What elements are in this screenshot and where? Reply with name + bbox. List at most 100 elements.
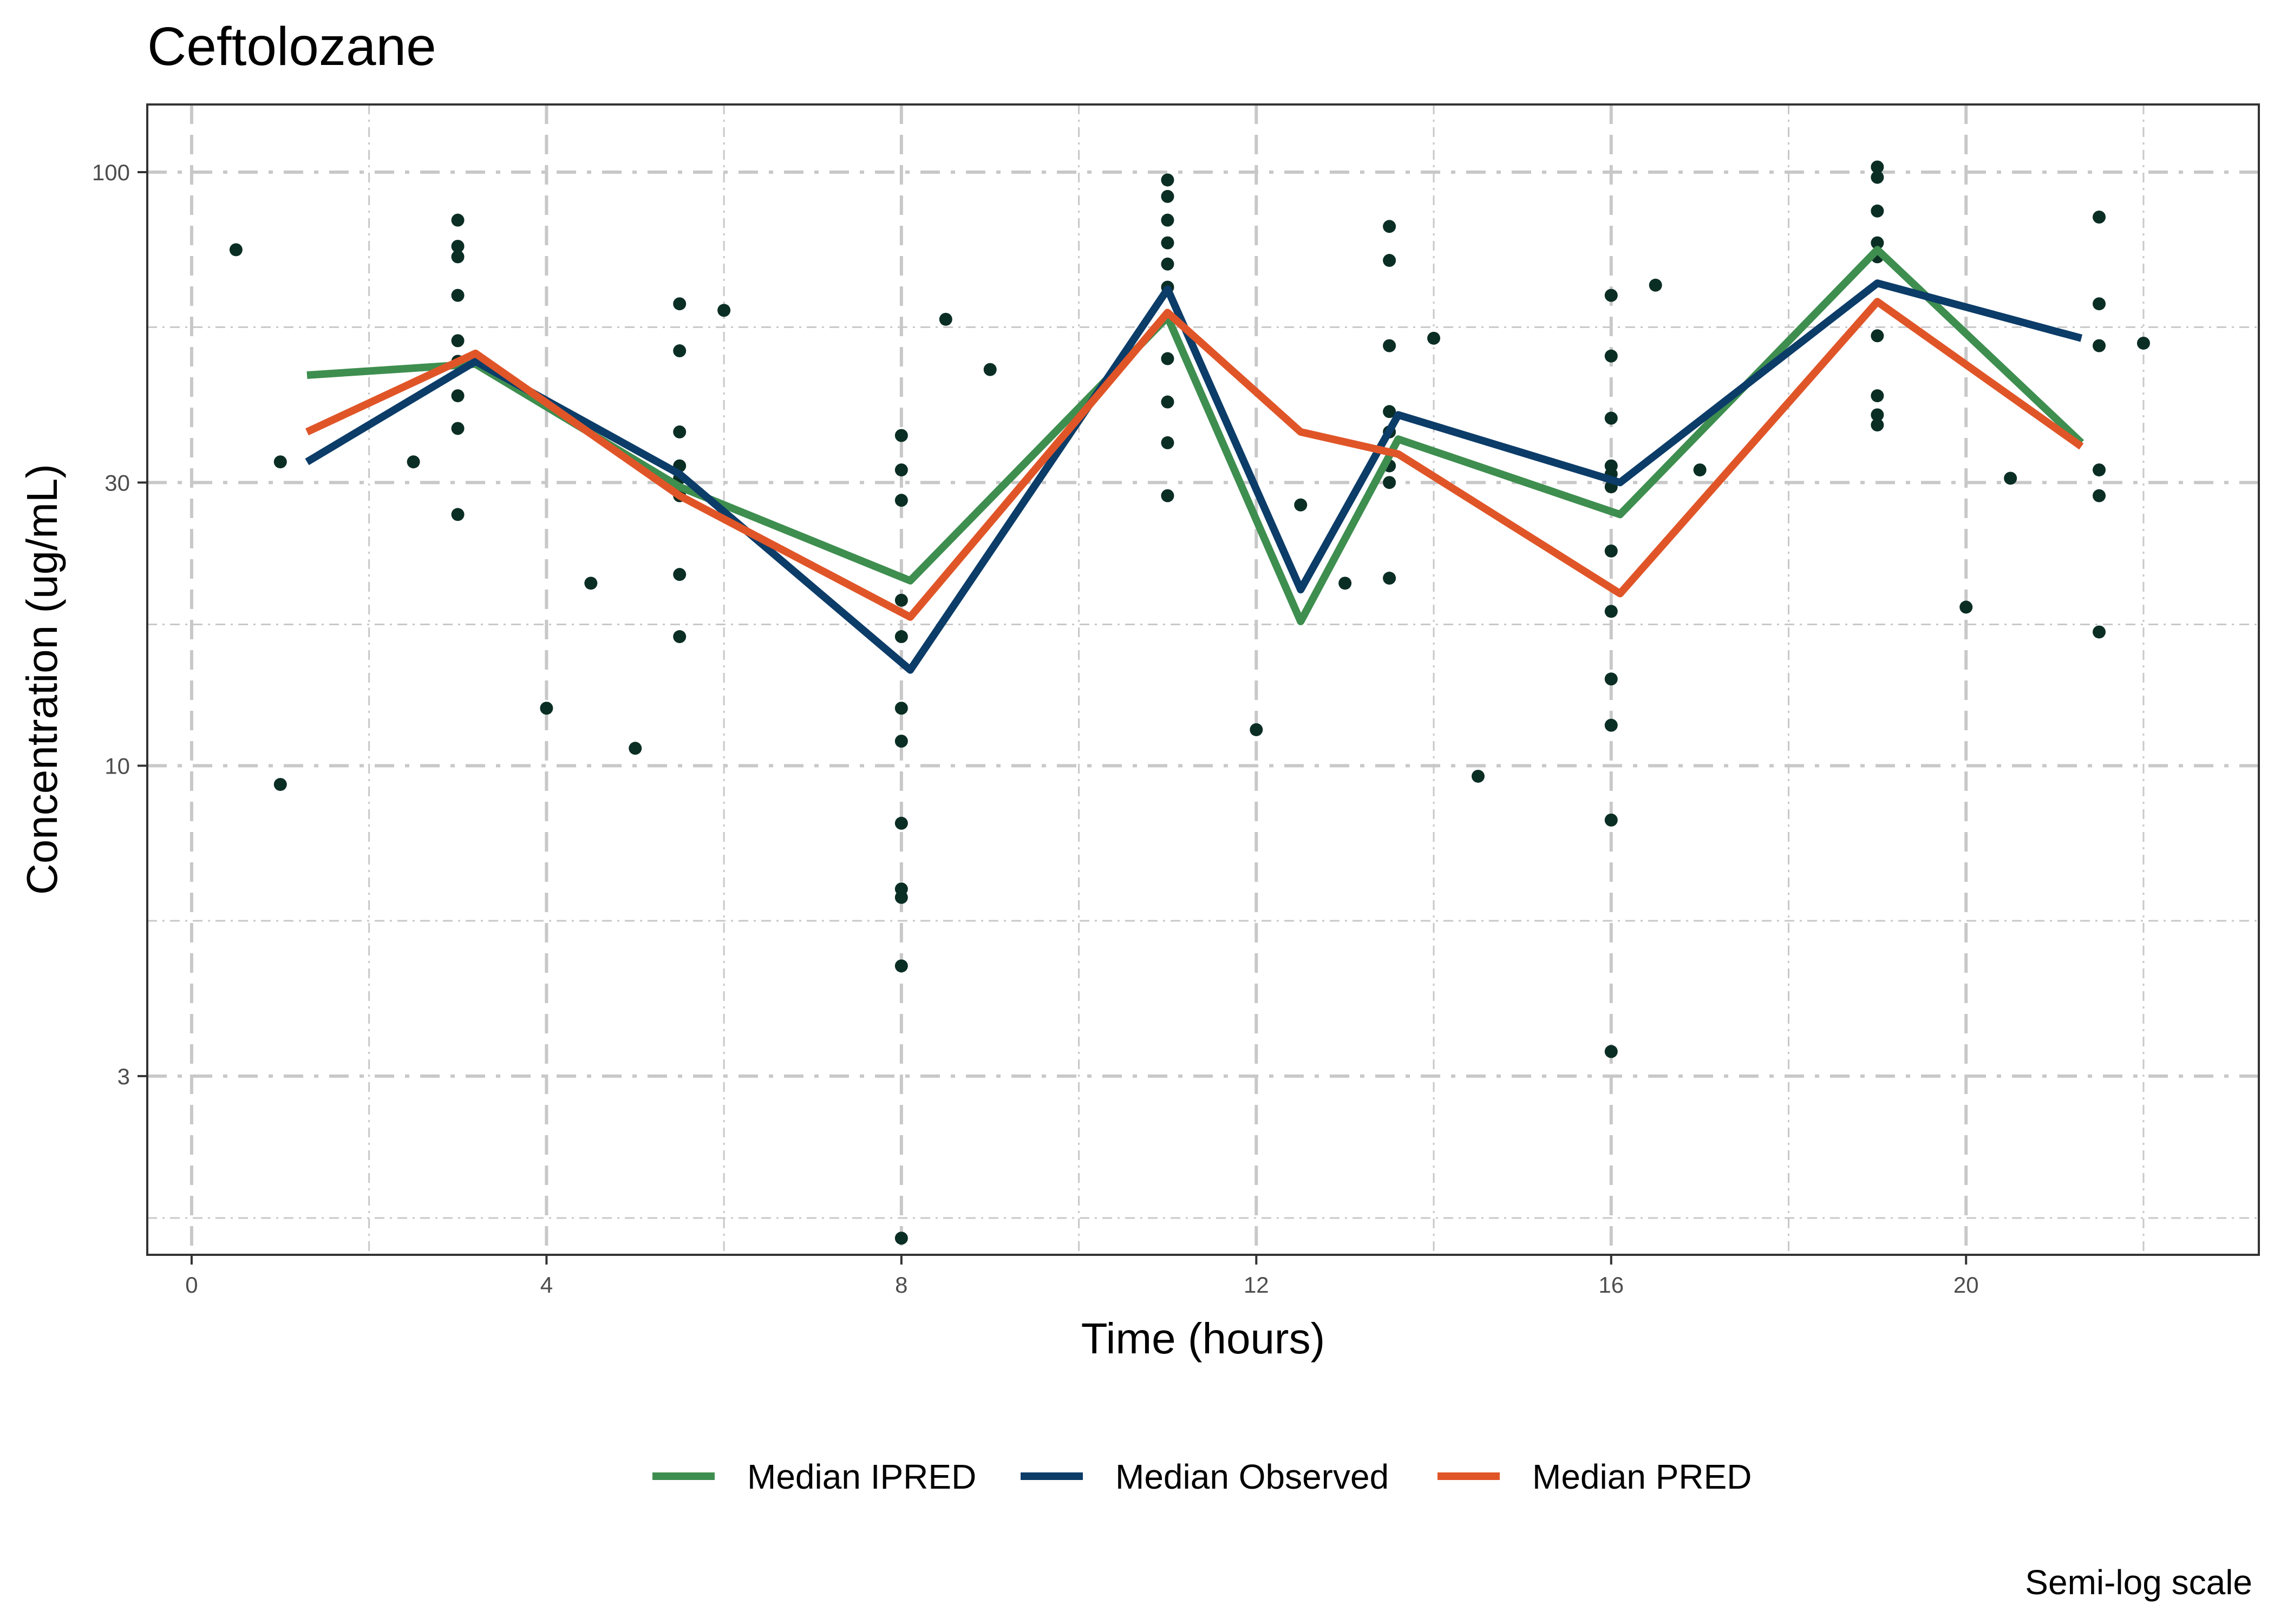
y-axis-title: Concentration (ug/mL) (18, 464, 66, 895)
observation-point (894, 463, 908, 477)
observation-point (1871, 236, 1884, 250)
observation-point (273, 778, 287, 791)
observation-point (1871, 160, 1884, 174)
observation-point (584, 577, 598, 590)
observation-point (1294, 498, 1308, 512)
observation-point (894, 735, 908, 748)
observation-point (629, 742, 642, 755)
observation-point (1871, 329, 1884, 343)
observation-point (2093, 297, 2106, 311)
observation-point (673, 344, 687, 358)
observation-point (451, 289, 465, 302)
observation-point (1604, 544, 1618, 558)
observation-point (1427, 331, 1441, 345)
chart-title: Ceftolozane (147, 16, 436, 77)
observation-point (1604, 605, 1618, 618)
observation-point (1604, 672, 1618, 686)
observation-point (1693, 463, 1707, 477)
observation-point (1338, 577, 1352, 590)
observation-point (1871, 418, 1884, 432)
observation-point (451, 334, 465, 348)
x-tick-label: 0 (185, 1272, 198, 1298)
observation-point (1383, 405, 1396, 418)
observation-point (1604, 349, 1618, 363)
legend: Median IPRED Median Observed Median PRED (652, 1457, 1752, 1496)
x-tick-label: 4 (540, 1272, 553, 1298)
observation-point (2004, 472, 2017, 485)
x-tick-label: 20 (1953, 1272, 1979, 1298)
observation-point (451, 213, 465, 227)
series-lines-layer (305, 246, 2084, 674)
observation-point (717, 304, 731, 317)
observation-point (1383, 220, 1396, 233)
series-line-median-pred (305, 298, 2084, 621)
observation-point (451, 422, 465, 435)
observation-point (894, 702, 908, 715)
observation-point (1959, 600, 1973, 614)
observation-point (1871, 171, 1884, 184)
observation-point (894, 959, 908, 973)
observation-point (451, 239, 465, 253)
observation-point (1871, 389, 1884, 403)
observation-point (1871, 408, 1884, 422)
observation-point (983, 363, 997, 376)
observation-point (894, 630, 908, 644)
x-tick-label: 12 (1244, 1272, 1269, 1298)
observation-point (1161, 436, 1174, 449)
observation-point (451, 250, 465, 264)
observation-point (407, 455, 420, 469)
x-axis-title: Time (hours) (1081, 1314, 1325, 1363)
observation-point (894, 593, 908, 607)
observation-point (1604, 289, 1618, 302)
observation-point (939, 312, 952, 326)
x-tick-label: 16 (1598, 1272, 1624, 1298)
observation-point (1604, 1045, 1618, 1058)
plot-panel-border (146, 103, 2260, 1256)
observation-point (673, 297, 687, 311)
observation-point (2093, 210, 2106, 224)
observation-point (1161, 489, 1174, 502)
observation-point (894, 890, 908, 904)
observation-point (1604, 411, 1618, 425)
observation-point (1161, 173, 1174, 187)
series-line-median-observed (305, 279, 2083, 674)
observation-point (1161, 189, 1174, 203)
observation-point (1604, 813, 1618, 827)
observation-point (673, 425, 687, 438)
observation-point (2093, 625, 2106, 639)
series-line-median-ipred (306, 246, 2084, 625)
observation-point (1383, 254, 1396, 267)
observation-point (1161, 257, 1174, 271)
observation-point (894, 1232, 908, 1245)
observation-point (1161, 213, 1174, 227)
legend-label: Median PRED (1532, 1457, 1752, 1496)
observation-point (2093, 463, 2106, 477)
y-tick-label: 30 (104, 470, 130, 495)
y-tick-label: 3 (117, 1064, 130, 1089)
observation-point (1649, 278, 1662, 292)
observation-point (2093, 489, 2106, 502)
legend-label: Median Observed (1115, 1457, 1389, 1496)
observation-point (1161, 352, 1174, 365)
observation-point (1871, 204, 1884, 218)
observation-point (2136, 336, 2150, 350)
observation-point (673, 568, 687, 581)
observation-point (894, 816, 908, 830)
legend-label: Median IPRED (747, 1457, 976, 1496)
observation-point (1161, 395, 1174, 409)
y-tick-label: 10 (104, 754, 130, 779)
observation-point (1471, 769, 1485, 783)
observation-point (540, 702, 553, 715)
observation-point (1604, 718, 1618, 732)
observation-point (1250, 723, 1263, 736)
observation-point (894, 494, 908, 507)
x-tick-label: 8 (895, 1272, 907, 1298)
observation-point (2093, 339, 2106, 352)
observation-point (229, 243, 243, 257)
grid-layer (147, 104, 2259, 1255)
observation-point (673, 630, 687, 644)
observation-point (273, 455, 287, 469)
observation-point (451, 508, 465, 521)
observation-point (1383, 476, 1396, 489)
